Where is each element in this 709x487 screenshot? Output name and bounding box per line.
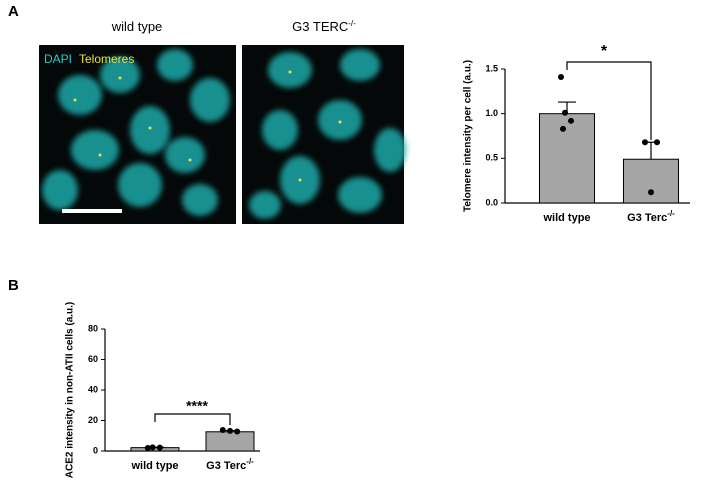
bar: [623, 158, 679, 204]
data-point: [568, 117, 574, 124]
y-tick-label: 60: [88, 354, 98, 364]
y-tick-label: 40: [88, 384, 98, 394]
y-axis-label: Telomere intensity per cell (a.u.): [463, 60, 474, 212]
y-tick-label: 80: [88, 323, 98, 333]
x-tick-label: wild type: [130, 460, 178, 472]
y-tick-label: 0.5: [485, 153, 498, 163]
micrograph: [39, 45, 236, 224]
y-tick-label: 1.0: [485, 108, 498, 118]
overlay-label: DAPI: [44, 52, 72, 66]
x-tick-label: wild type: [542, 212, 590, 224]
bar: [205, 431, 255, 452]
data-point: [648, 189, 654, 196]
bracket: [154, 61, 652, 425]
data-point: [227, 427, 233, 434]
y-tick-label: 0: [93, 445, 98, 455]
y-tick-label: 0.0: [485, 197, 498, 207]
panel-label: A: [8, 3, 19, 20]
image-label: G3 TERC-/-: [292, 19, 356, 35]
data-point: [562, 109, 568, 116]
data-point: [558, 74, 564, 81]
x-tick-label-main: G3 Terc: [627, 212, 667, 224]
data-point: [219, 426, 226, 433]
data-point: [234, 428, 241, 435]
bar: [539, 113, 595, 204]
image-label: wild type: [111, 19, 163, 34]
micrograph: [242, 45, 406, 224]
x-tick-label-sup: -/-: [667, 209, 675, 218]
data-point: [642, 139, 648, 146]
significance: *: [601, 43, 608, 60]
overlay-label: Telomeres: [79, 52, 134, 66]
image-label-main: wild type: [111, 19, 163, 34]
x-tick-label: G3 Terc-/-: [206, 457, 254, 472]
significance: ****: [186, 398, 208, 414]
data-point: [654, 139, 660, 146]
y-tick-label: 1.5: [485, 63, 498, 73]
x-tick-label-main: G3 Terc: [206, 460, 246, 472]
x-tick-label-sup: -/-: [246, 457, 254, 466]
y-axis-label: ACE2 intensity in non-ATII cells (a.u.): [65, 302, 76, 479]
data-point: [144, 444, 151, 451]
data-point: [560, 125, 566, 132]
data-point: [156, 444, 163, 451]
x-tick-label: G3 Terc-/-: [627, 209, 675, 224]
panel-label: B: [8, 277, 19, 294]
data-point: [149, 444, 156, 451]
y-tick-label: 20: [88, 415, 98, 425]
image-label-sup: -/-: [348, 19, 356, 28]
image-label-main: G3 TERC: [292, 19, 348, 34]
